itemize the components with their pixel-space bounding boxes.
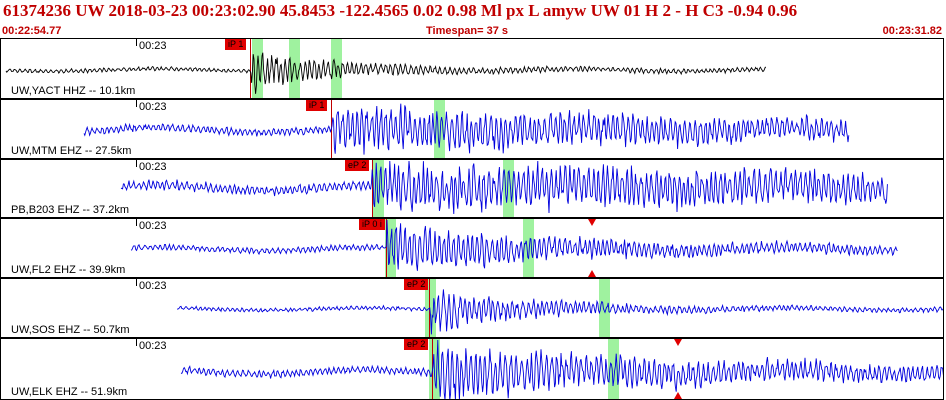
trace-panel-elk[interactable]: 00:23 eP 2 UW,ELK EHZ -- 51.9km	[0, 338, 944, 400]
station-label: PB,B203 EHZ -- 37.2km	[11, 204, 129, 216]
time-tick	[136, 160, 137, 167]
amplitude-trough-marker[interactable]	[588, 270, 596, 277]
seismic-trace	[120, 160, 888, 215]
trace-panel-yact[interactable]: 00:23 iP 1 UW,YACT HHZ -- 10.1km	[0, 38, 944, 99]
phase-pick-flag[interactable]: eP 2	[404, 279, 429, 290]
event-header: 61374236 UW 2018-03-23 00:23:02.90 45.84…	[0, 0, 946, 38]
time-tick	[136, 39, 137, 46]
station-label: UW,SOS EHZ -- 50.7km	[11, 324, 130, 336]
phase-pick-line[interactable]	[386, 219, 387, 277]
timespan-label: Timespan= 37 s	[426, 25, 509, 37]
time-tick-label: 00:23	[139, 40, 167, 52]
seismic-trace	[5, 52, 767, 94]
waveform-line	[120, 160, 888, 215]
time-tick	[136, 339, 137, 346]
pick-window	[425, 279, 436, 337]
waveform-line	[5, 52, 767, 94]
trace-panel-sos[interactable]: 00:23 eP 2 UW,SOS EHZ -- 50.7km	[0, 278, 944, 338]
amplitude-trough-marker[interactable]	[674, 392, 682, 399]
seismic-trace	[180, 339, 943, 399]
time-tick-label: 00:23	[139, 220, 167, 232]
waveform-line	[83, 103, 850, 155]
event-summary-title: 61374236 UW 2018-03-23 00:23:02.90 45.84…	[3, 1, 798, 20]
phase-pick-flag[interactable]: iP 0 i	[359, 219, 385, 230]
phase-pick-line[interactable]	[250, 39, 251, 98]
pick-window	[599, 279, 610, 337]
seismic-trace	[130, 219, 898, 271]
amplitude-peak-marker[interactable]	[674, 339, 682, 346]
seismic-trace	[177, 289, 943, 335]
pick-window	[503, 160, 514, 217]
time-tick-label: 00:23	[139, 340, 167, 352]
station-label: UW,FL2 EHZ -- 39.9km	[11, 264, 126, 276]
trace-panel-mtm[interactable]: 00:23 iP 1 UW,MTM EHZ -- 27.5km	[0, 99, 944, 159]
station-label: UW,MTM EHZ -- 27.5km	[11, 145, 132, 157]
waveform-line	[177, 289, 943, 335]
end-time-label: 00:23:31.82	[882, 25, 942, 37]
pick-window	[523, 219, 534, 277]
waveform-line	[130, 219, 898, 271]
pick-window	[289, 39, 300, 98]
time-tick	[136, 100, 137, 107]
time-tick	[136, 219, 137, 226]
pick-window	[331, 39, 342, 98]
phase-pick-line[interactable]	[372, 160, 373, 217]
amplitude-peak-marker[interactable]	[588, 219, 596, 226]
trace-panel-b203[interactable]: 00:23 eP 2 PB,B203 EHZ -- 37.2km	[0, 159, 944, 218]
phase-pick-flag[interactable]: iP 1	[225, 39, 247, 50]
phase-pick-flag[interactable]: iP 1	[306, 100, 328, 111]
station-label: UW,ELK EHZ -- 51.9km	[11, 386, 128, 398]
time-tick	[136, 279, 137, 286]
pick-window	[434, 100, 445, 158]
time-tick-label: 00:23	[139, 280, 167, 292]
trace-panel-fl2[interactable]: 00:23 iP 0 i UW,FL2 EHZ -- 39.9km	[0, 218, 944, 278]
phase-pick-flag[interactable]: eP 2	[345, 160, 370, 171]
seismic-trace	[83, 103, 850, 155]
time-tick-label: 00:23	[139, 161, 167, 173]
start-time-label: 00:22:54.77	[2, 25, 62, 37]
pick-window	[373, 160, 384, 217]
station-label: UW,YACT HHZ -- 10.1km	[11, 85, 136, 97]
time-tick-label: 00:23	[139, 101, 167, 113]
waveform-line	[180, 339, 943, 399]
phase-pick-flag[interactable]: eP 2	[404, 339, 429, 350]
seismogram-panels: 00:23 iP 1 UW,YACT HHZ -- 10.1km 00:23 i…	[0, 38, 946, 400]
pick-window	[385, 219, 396, 277]
pick-window	[608, 339, 619, 399]
